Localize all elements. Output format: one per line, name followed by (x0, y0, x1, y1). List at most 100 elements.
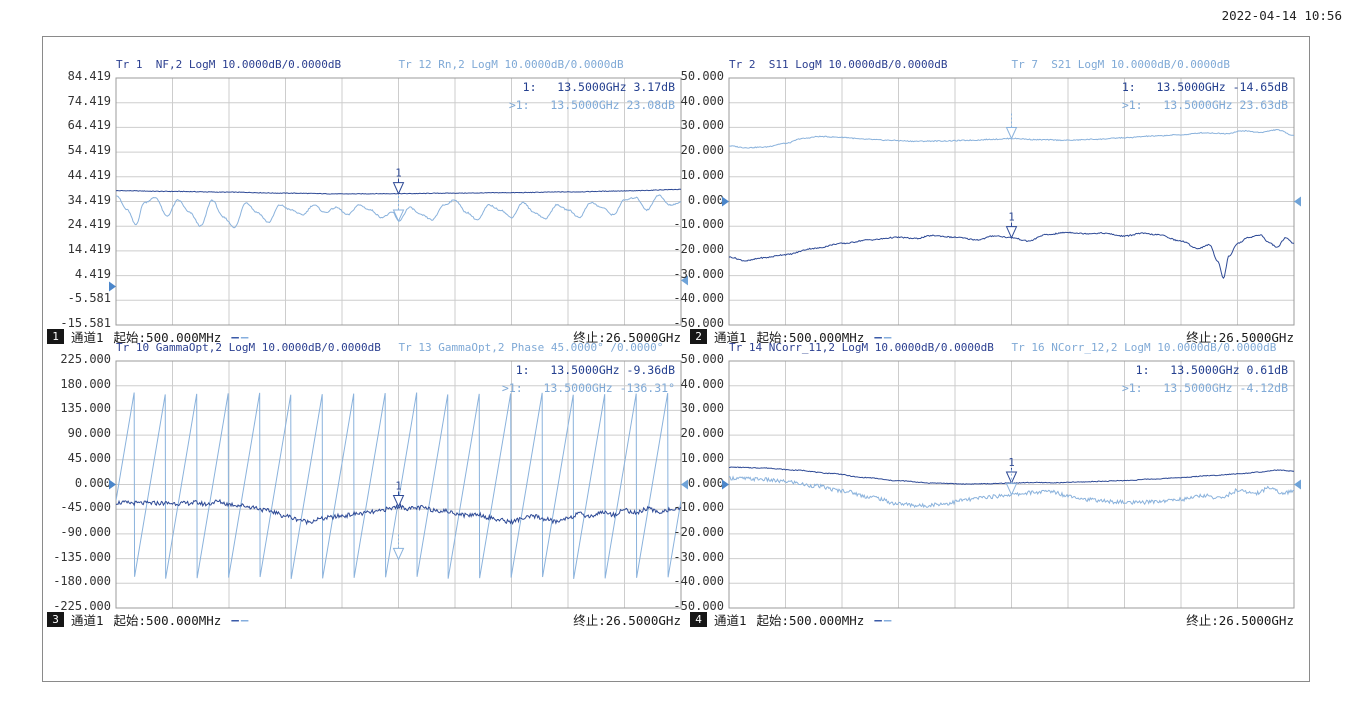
start-frequency-label: 起始:500.000MHz (113, 329, 222, 345)
y-tick-label: -10.000 (673, 500, 724, 515)
y-tick-label: 50.000 (680, 352, 724, 366)
y-tick-label: 84.419 (67, 69, 111, 83)
channel-badge[interactable]: 4 (690, 611, 707, 627)
trace-title-tr7[interactable]: Tr 7 S21 LogM 10.0000dB/0.0000dB (1011, 58, 1231, 71)
datetime-status: 2022-04-14 10:56 (1221, 8, 1342, 23)
trace-title-tr16[interactable]: Tr 16 NCorr_12,2 LogM 10.0000dB/0.0000dB (1011, 341, 1277, 354)
svg-text:1: 1 (1008, 457, 1014, 469)
y-tick-label: 34.419 (67, 192, 111, 207)
plot-area-3[interactable]: 1 1: 13.5000GHz -9.36dB >1: 13.5000GHz -… (109, 359, 688, 609)
marker-readout-light: >1: 13.5000GHz 23.08dB (508, 98, 675, 112)
y-tick-label: 30.000 (680, 118, 724, 133)
trace-title-tr1[interactable]: Tr 1 NF,2 LogM 10.0000dB/0.0000dB (116, 58, 342, 71)
y-tick-label: 40.000 (680, 93, 724, 108)
y-tick-label: -180.000 (53, 574, 111, 589)
plot-area-1[interactable]: 1 1: 13.5000GHz 3.17dB >1: 13.5000GHz 23… (109, 76, 688, 326)
y-tick-label: 135.000 (60, 401, 111, 416)
y-tick-label: 20.000 (680, 426, 724, 441)
channel-label: 通道1 (714, 329, 747, 345)
channel-footer: 4 通道1 起始:500.000MHz — — 终止:26.5000GHz (660, 611, 1294, 628)
y-tick-label: 24.419 (67, 217, 111, 232)
y-tick-label: 20.000 (680, 143, 724, 158)
y-axis-labels: 225.000 180.000 135.000 90.000 45.000 0.000 -4… (43, 320, 111, 620)
y-tick-label: -10.000 (673, 217, 724, 232)
y-tick-label: 0.000 (74, 475, 111, 490)
y-tick-label: 74.419 (67, 93, 111, 108)
stop-frequency-label: 终止:26.5000GHz (1186, 612, 1294, 628)
trace-dash-light-icon: — (240, 328, 248, 344)
y-tick-label: 50.000 (680, 69, 724, 83)
marker-readout-dark: 1: 13.5000GHz 0.61dB (1135, 363, 1288, 377)
y-tick-label: 54.419 (67, 143, 111, 158)
channel-label: 通道1 (71, 612, 104, 628)
marker-readout-dark: 1: 13.5000GHz -9.36dB (515, 363, 675, 377)
trace-dash-dark-icon: — (231, 611, 238, 627)
y-tick-label: -30.000 (673, 266, 724, 281)
trace-dash-light-icon: — (883, 328, 891, 344)
channel-footer: 1 通道1 起始:500.000MHz — — 终止:26.5000GHz (47, 328, 681, 345)
svg-text:1: 1 (395, 480, 401, 492)
trace-dash-light-icon: — (240, 611, 248, 627)
trace-titles: Tr 1 NF,2 LogM 10.0000dB/0.0000dB Tr 12 … (116, 58, 681, 73)
plot-area-4[interactable]: 1 1: 13.5000GHz 0.61dB >1: 13.5000GHz -4… (722, 359, 1301, 609)
y-tick-label: -135.000 (53, 549, 111, 564)
y-tick-label: -20.000 (673, 241, 724, 256)
marker-readout-dark: 1: 13.5000GHz 3.17dB (522, 80, 675, 94)
trace-dash-light-icon: — (883, 611, 891, 627)
y-axis-labels: 50.000 40.000 30.000 20.000 10.000 0.000 -10.0… (656, 37, 724, 337)
y-tick-label: -20.000 (673, 524, 724, 539)
y-tick-label: 4.419 (74, 266, 111, 281)
trace-dash-dark-icon: — (231, 328, 238, 344)
y-tick-label: 90.000 (67, 426, 111, 441)
quadrant-3: Tr 10 GammaOpt,2 LogM 10.0000dB/0.0000dB… (43, 320, 688, 628)
y-tick-label: -40.000 (673, 574, 724, 589)
y-tick-label: 45.000 (67, 450, 111, 465)
channel-badge[interactable]: 2 (690, 328, 707, 344)
quadrant-1: Tr 1 NF,2 LogM 10.0000dB/0.0000dB Tr 12 … (43, 37, 688, 345)
trace-title-tr14[interactable]: Tr 14 NCorr_11,2 LogM 10.0000dB/0.0000dB (729, 341, 994, 354)
svg-text:1: 1 (395, 168, 401, 180)
y-tick-label: -5.581 (67, 291, 111, 306)
y-tick-label: -50.000 (673, 599, 724, 613)
y-tick-label: 64.419 (67, 118, 111, 133)
y-tick-label: -225.000 (53, 599, 111, 613)
y-tick-label: 14.419 (67, 241, 111, 256)
stop-frequency-label: 终止:26.5000GHz (573, 612, 681, 628)
trace-titles: Tr 10 GammaOpt,2 LogM 10.0000dB/0.0000dB… (116, 341, 681, 356)
channel-badge[interactable]: 3 (47, 611, 64, 627)
y-tick-label: -40.000 (673, 291, 724, 306)
y-tick-label: -30.000 (673, 549, 724, 564)
svg-text:1: 1 (1008, 212, 1014, 224)
y-axis-labels: 84.419 74.419 64.419 54.419 44.419 34.419 24.4… (43, 37, 111, 337)
quadrant-2: Tr 2 S11 LogM 10.0000dB/0.0000dB Tr 7 S2… (656, 37, 1301, 345)
y-tick-label: -90.000 (60, 524, 111, 539)
trace-title-tr12[interactable]: Tr 12 Rn,2 LogM 10.0000dB/0.0000dB (398, 58, 624, 71)
trace-title-tr2[interactable]: Tr 2 S11 LogM 10.0000dB/0.0000dB (729, 58, 948, 71)
y-tick-label: 180.000 (60, 376, 111, 391)
channel-label: 通道1 (71, 329, 104, 345)
plot-area-2[interactable]: 1 1: 13.5000GHz -14.65dB >1: 13.5000GHz … (722, 76, 1301, 326)
y-tick-label: 40.000 (680, 376, 724, 391)
display-frame: Tr 1 NF,2 LogM 10.0000dB/0.0000dB Tr 12 … (42, 36, 1310, 682)
channel-footer: 2 通道1 起始:500.000MHz — — 终止:26.5000GHz (660, 328, 1294, 345)
y-tick-label: 0.000 (687, 475, 724, 490)
y-tick-label: 10.000 (680, 450, 724, 465)
quadrant-4: Tr 14 NCorr_11,2 LogM 10.0000dB/0.0000dB… (656, 320, 1301, 628)
stop-frequency-label: 终止:26.5000GHz (573, 329, 681, 345)
marker-readout-dark: 1: 13.5000GHz -14.65dB (1121, 80, 1288, 94)
trace-dash-dark-icon: — (874, 328, 881, 344)
channel-label: 通道1 (714, 612, 747, 628)
trace-titles: Tr 14 NCorr_11,2 LogM 10.0000dB/0.0000dB… (729, 341, 1294, 356)
trace-dash-dark-icon: — (874, 611, 881, 627)
trace-title-tr13[interactable]: Tr 13 GammaOpt,2 Phase 45.0000° /0.0000° (398, 341, 664, 354)
y-tick-label: -45.000 (60, 500, 111, 515)
start-frequency-label: 起始:500.000MHz (113, 612, 222, 628)
channel-badge[interactable]: 1 (47, 328, 64, 344)
marker-readout-light: >1: 13.5000GHz 23.63dB (1121, 98, 1288, 112)
trace-title-tr10[interactable]: Tr 10 GammaOpt,2 LogM 10.0000dB/0.0000dB (116, 341, 381, 354)
channel-footer: 3 通道1 起始:500.000MHz — — 终止:26.5000GHz (47, 611, 681, 628)
y-tick-label: 0.000 (687, 192, 724, 207)
y-tick-label: 30.000 (680, 401, 724, 416)
marker-readout-light: >1: 13.5000GHz -4.12dB (1121, 381, 1288, 395)
start-frequency-label: 起始:500.000MHz (756, 329, 865, 345)
